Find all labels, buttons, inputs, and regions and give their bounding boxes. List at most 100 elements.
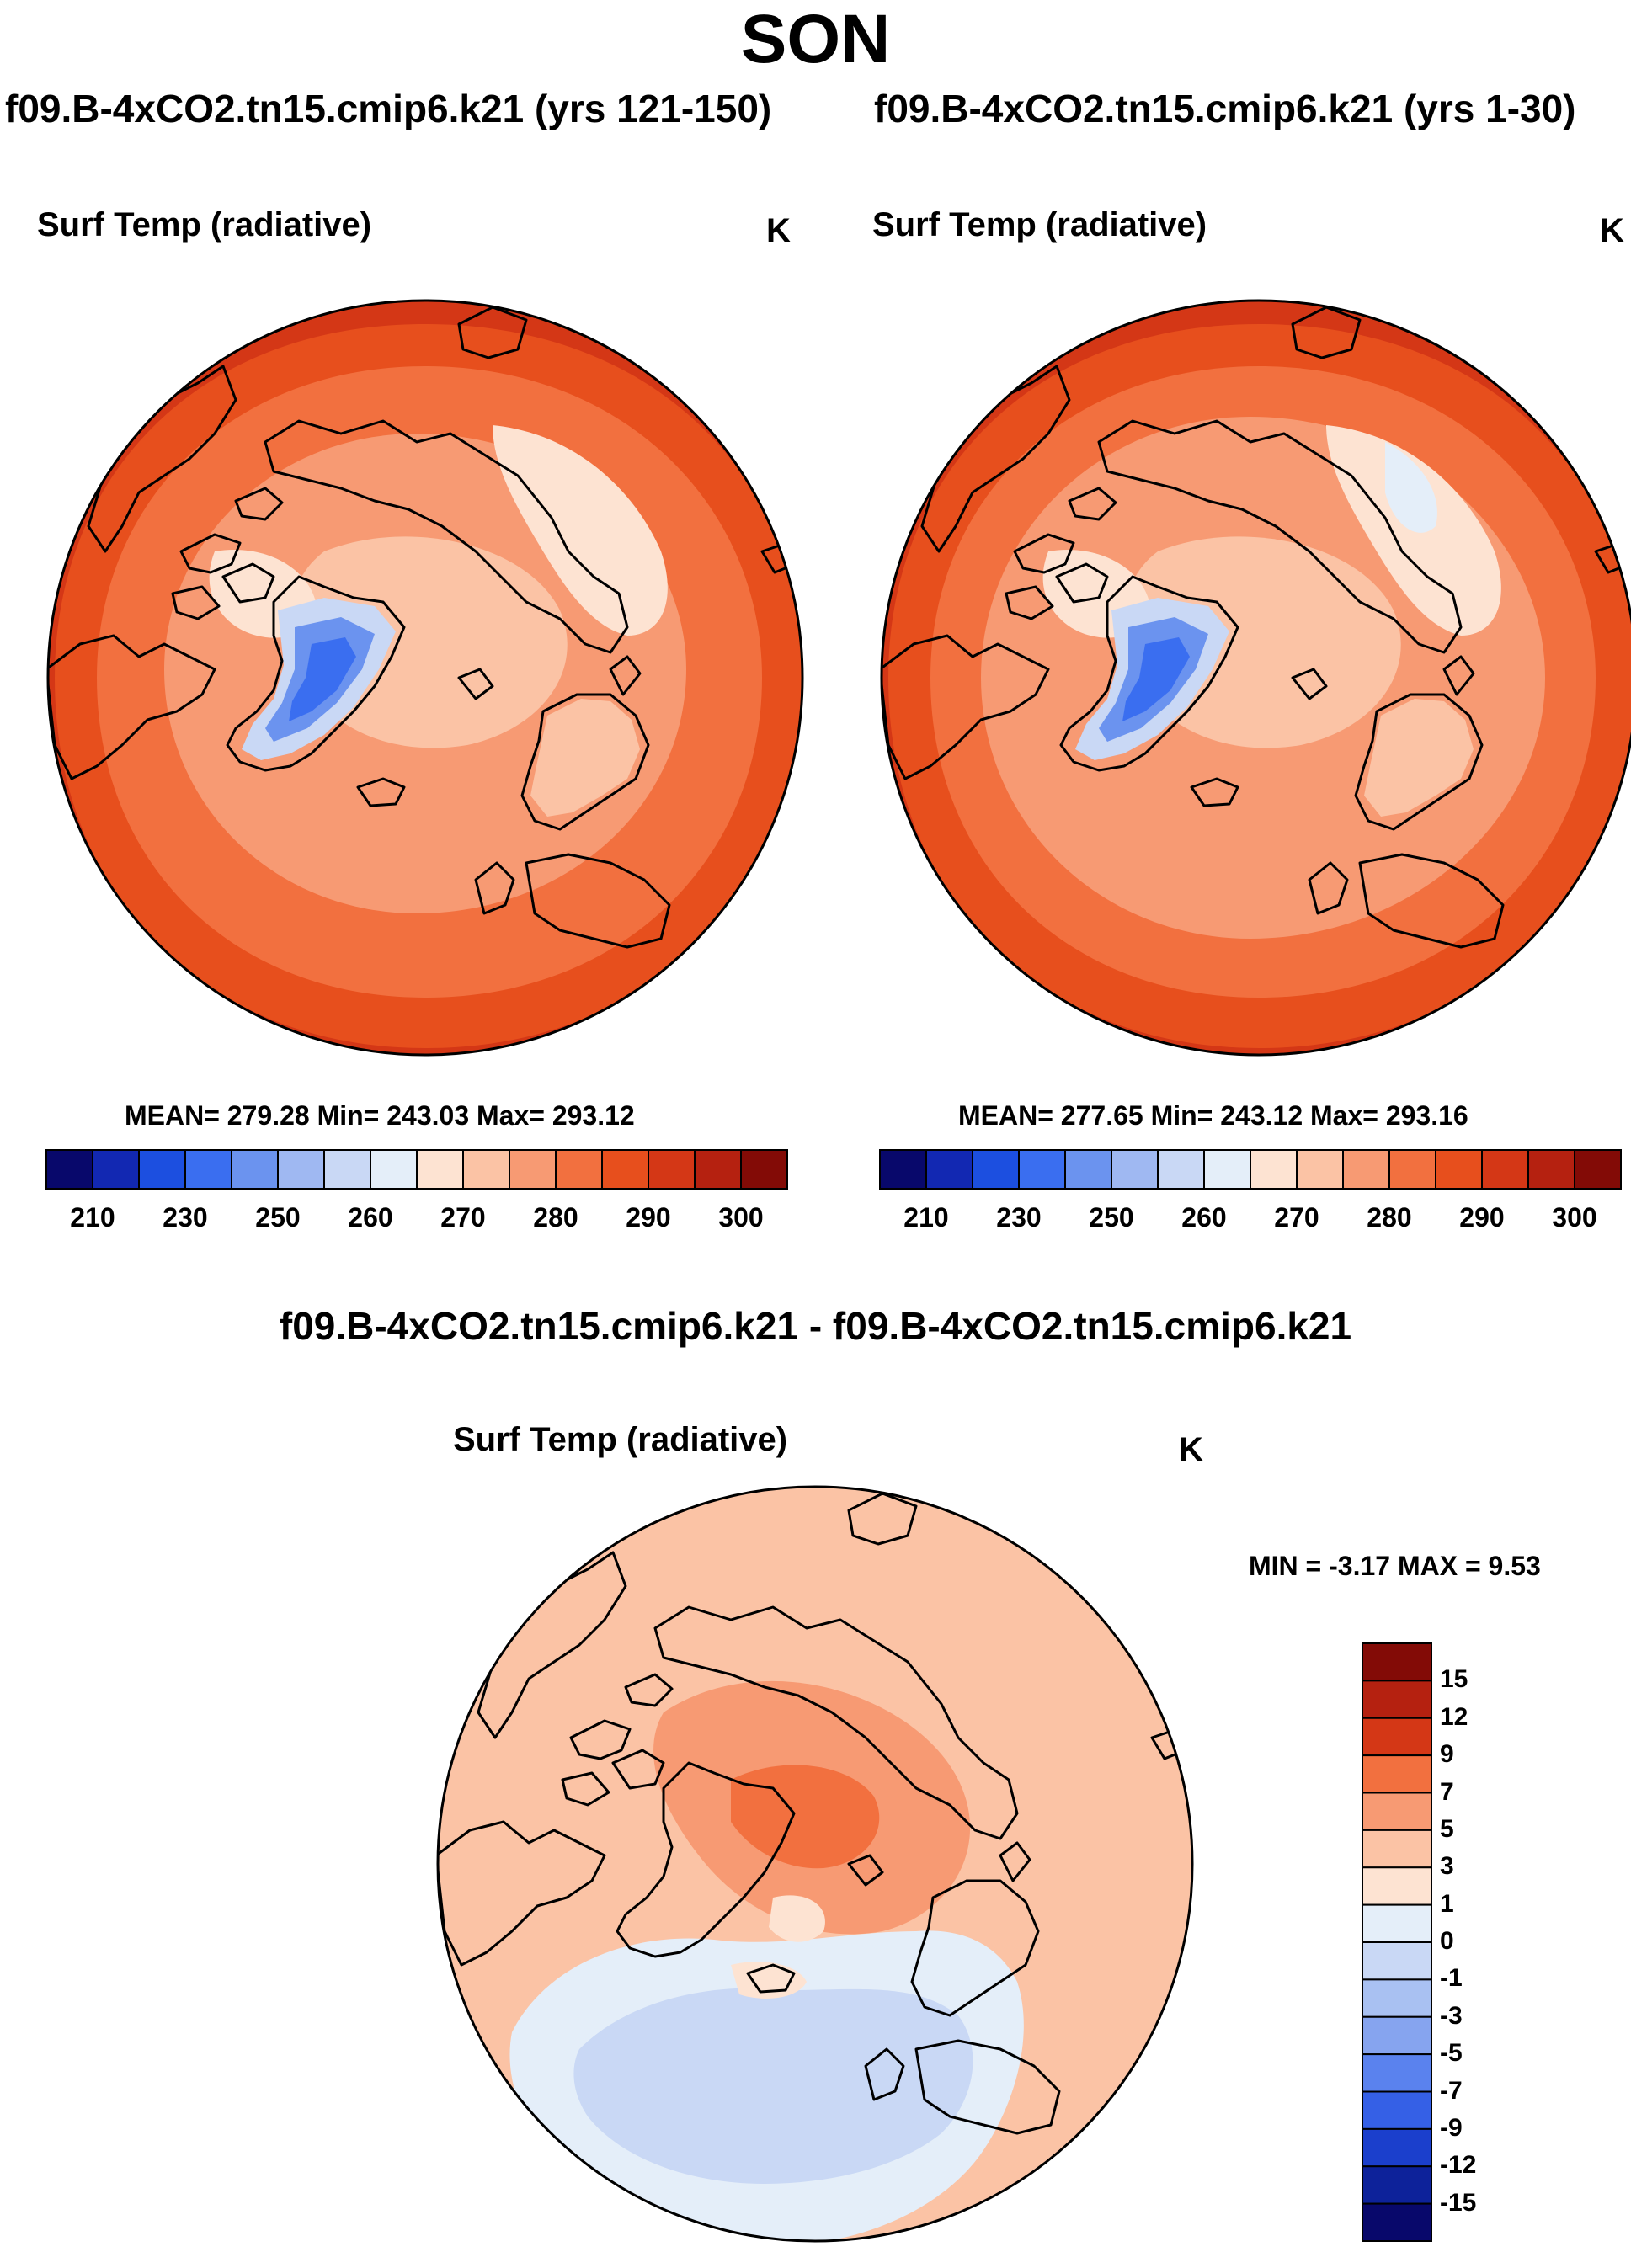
- colorbar-box: [1362, 2165, 1432, 2205]
- coastline: [914, 2039, 1061, 2135]
- panel3-variable: Surf Temp (radiative): [453, 1421, 788, 1458]
- colorbar-box: [1362, 2202, 1432, 2242]
- colorbar-tick-label: 300: [1552, 1202, 1597, 1232]
- colorbar-tick-label: -1: [1440, 1964, 1463, 1993]
- colorbar-box: [1362, 2015, 1432, 2056]
- colorbar-box: [1362, 2053, 1432, 2093]
- panel2-map: [880, 299, 1631, 1057]
- panel1-title: f09.B-4xCO2.tn15.cmip6.k21 (yrs 121-150): [5, 87, 772, 130]
- colorbar-box: [1362, 1754, 1432, 1794]
- colorbar-tick-label: 230: [163, 1202, 208, 1232]
- colorbar-tick-label: 5: [1440, 1814, 1454, 1843]
- coastline: [474, 861, 515, 915]
- colorbar-box: [1157, 1149, 1205, 1190]
- colorbar-box: [694, 1149, 742, 1190]
- colorbar-box: [462, 1149, 510, 1190]
- colorbar-tick-label: 12: [1440, 1702, 1468, 1731]
- colorbar-tick-label: 270: [1274, 1202, 1319, 1232]
- temperature-region: [573, 1988, 973, 2184]
- coastline: [221, 562, 275, 604]
- colorbar-tick-label: 280: [1367, 1202, 1412, 1232]
- colorbar-box: [45, 1149, 93, 1190]
- coastline: [882, 634, 1050, 780]
- panel2-title: f09.B-4xCO2.tn15.cmip6.k21 (yrs 1-30): [874, 87, 1576, 130]
- colorbar-box: [1481, 1149, 1529, 1190]
- colorbar-tick-label: 9: [1440, 1740, 1454, 1769]
- coastline: [864, 2047, 905, 2101]
- coastline: [457, 668, 494, 700]
- colorbar-box: [1342, 1149, 1390, 1190]
- colorbar-box: [184, 1149, 232, 1190]
- colorbar-tick-label: 260: [348, 1202, 393, 1232]
- colorbar-tick-label: -7: [1440, 2076, 1463, 2105]
- colorbar-tick-label: 0: [1440, 1927, 1454, 1955]
- coastline: [87, 365, 237, 553]
- coastline: [477, 1551, 627, 1739]
- colorbar-tick-label: -9: [1440, 2113, 1463, 2142]
- colorbar-box: [277, 1149, 325, 1190]
- coastline: [616, 1761, 796, 1958]
- coastline: [1291, 668, 1328, 700]
- colorbar-box: [1362, 2127, 1432, 2168]
- colorbar-box: [1435, 1149, 1483, 1190]
- coastline: [561, 1771, 610, 1807]
- temperature-region: [289, 637, 356, 721]
- colorbar-box: [1362, 1680, 1432, 1719]
- colorbar-tick-label: 3: [1440, 1852, 1454, 1881]
- colorbar-box: [370, 1149, 418, 1190]
- coastline: [520, 693, 650, 831]
- coastline: [624, 1673, 674, 1707]
- colorbar-box: [1362, 1792, 1432, 1831]
- coastline: [611, 1749, 665, 1790]
- colorbar-box: [740, 1149, 788, 1190]
- colorbar-tick-label: 7: [1440, 1777, 1454, 1806]
- coastline: [48, 634, 216, 780]
- panel2-units: K: [1600, 212, 1624, 249]
- colorbar-box: [416, 1149, 464, 1190]
- coastline: [438, 1820, 606, 1967]
- colorbar-box: [1362, 1941, 1432, 1981]
- colorbar-tick-label: 260: [1181, 1202, 1227, 1232]
- colorbar-box: [879, 1149, 927, 1190]
- colorbar-tick-label: 15: [1440, 1665, 1468, 1694]
- coastline: [1097, 419, 1463, 654]
- coastline: [1308, 861, 1349, 915]
- coastline: [569, 1719, 632, 1760]
- panel1-map: [46, 299, 804, 1057]
- colorbar-tick-label: 230: [996, 1202, 1042, 1232]
- colorbar-tick-label: 210: [70, 1202, 115, 1232]
- coastline: [1055, 562, 1109, 604]
- colorbar-tick-label: -5: [1440, 2039, 1463, 2068]
- temperature-region: [493, 425, 668, 636]
- colorbar-tick-label: 290: [626, 1202, 671, 1232]
- panel3-colorbar: [1362, 1642, 1432, 2242]
- colorbar-tick-label: -12: [1440, 2151, 1477, 2180]
- panel1-colorbar: [45, 1149, 788, 1190]
- coastline: [234, 487, 284, 521]
- coastline: [1068, 487, 1117, 521]
- coastline: [525, 853, 671, 949]
- colorbar-box: [138, 1149, 186, 1190]
- colorbar-tick-label: 270: [440, 1202, 486, 1232]
- colorbar-box: [1388, 1149, 1436, 1190]
- colorbar-box: [972, 1149, 1020, 1190]
- coastline: [746, 1963, 796, 1994]
- diff-title: f09.B-4xCO2.tn15.cmip6.k21 - f09.B-4xCO2…: [279, 1304, 1352, 1348]
- coastline: [226, 575, 406, 772]
- colorbar-box: [1362, 1829, 1432, 1869]
- coastline: [1442, 655, 1475, 696]
- coastline: [920, 365, 1071, 553]
- colorbar-box: [1064, 1149, 1112, 1190]
- colorbar-box: [1362, 1866, 1432, 1906]
- colorbar-box: [92, 1149, 140, 1190]
- temperature-region: [1385, 442, 1437, 533]
- colorbar-box: [1362, 1717, 1432, 1757]
- colorbar-tick-label: 280: [533, 1202, 578, 1232]
- temperature-region: [530, 699, 640, 817]
- colorbar-box: [1362, 1642, 1432, 1682]
- panel3-map: [436, 1485, 1194, 2243]
- panel2-colorbar: [879, 1149, 1622, 1190]
- colorbar-box: [323, 1149, 371, 1190]
- colorbar-box: [1527, 1149, 1575, 1190]
- coastline: [847, 1854, 884, 1887]
